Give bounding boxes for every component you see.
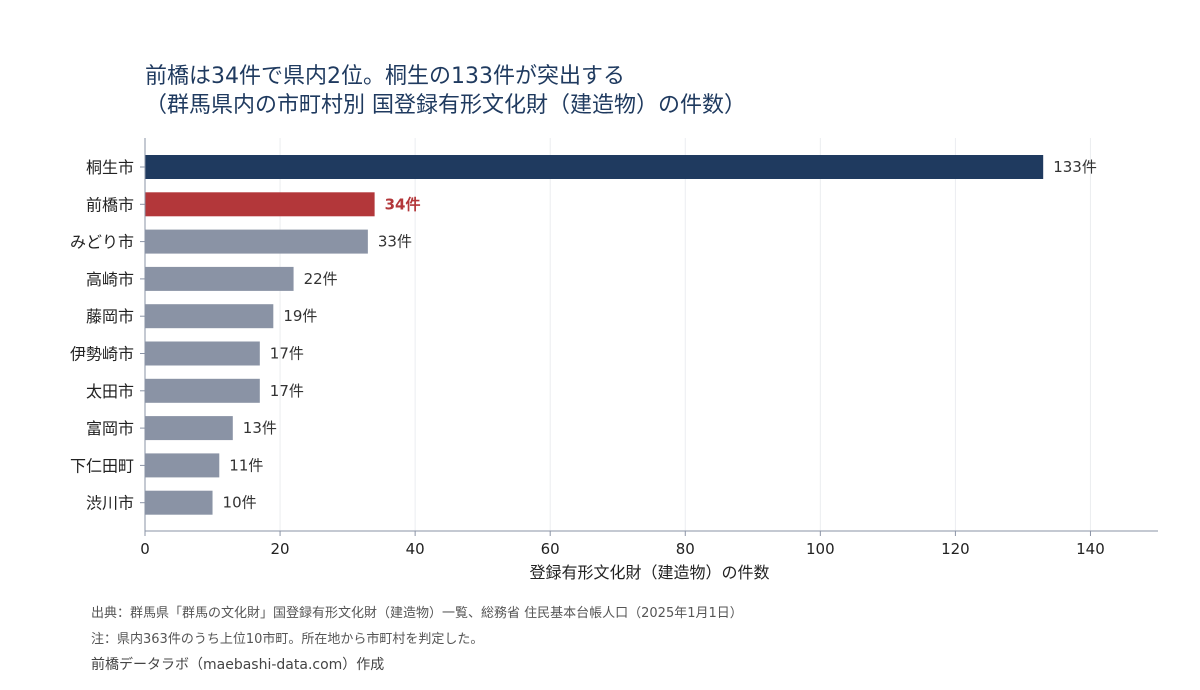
bar (145, 229, 368, 254)
value-label: 34件 (385, 195, 421, 213)
x-tick-label: 140 (1076, 540, 1105, 558)
chart-title: 前橋は34件で県内2位。桐生の133件が突出する （群馬県内の市町村別 国登録有… (145, 62, 1145, 120)
value-label: 33件 (378, 233, 412, 251)
category-label: みどり市 (70, 233, 134, 252)
chart-title-line-1: 前橋は34件で県内2位。桐生の133件が突出する (145, 64, 625, 89)
x-tick-label: 120 (941, 540, 970, 558)
bar (145, 416, 233, 441)
bar (145, 155, 1044, 179)
value-label: 11件 (229, 456, 263, 474)
footnote: 注：県内363件のうち上位10市町。所在地から市町村を判定した。 (91, 632, 484, 647)
bar (145, 266, 294, 291)
x-tick-label: 100 (806, 540, 835, 558)
bar (145, 378, 260, 403)
category-label: 渋川市 (86, 494, 134, 513)
x-tick-label: 20 (271, 540, 290, 558)
category-label: 太田市 (86, 382, 134, 401)
category-label: 伊勢崎市 (70, 345, 134, 364)
bar (145, 490, 213, 515)
category-label: 桐生市 (86, 158, 134, 177)
bar (145, 304, 274, 329)
value-label: 22件 (304, 270, 338, 288)
axes (140, 138, 1158, 536)
chart-title-line-2: （群馬県内の市町村別 国登録有形文化財（建造物）の件数） (145, 93, 746, 118)
x-tick-label: 80 (676, 540, 695, 558)
x-axis-title: 登録有形文化財（建造物）の件数 (529, 563, 769, 582)
x-tick-label: 40 (406, 540, 425, 558)
value-label: 17件 (270, 382, 304, 400)
credit-note: 前橋データラボ（maebashi-data.com）作成 (91, 657, 385, 673)
category-label: 高崎市 (86, 270, 134, 289)
bar (145, 192, 375, 217)
bar (145, 453, 220, 478)
value-label: 19件 (283, 307, 317, 325)
category-label: 前橋市 (86, 195, 134, 214)
value-label: 13件 (243, 419, 277, 437)
value-label: 133件 (1053, 158, 1097, 176)
value-label: 10件 (223, 494, 257, 512)
x-tick-label: 60 (541, 540, 560, 558)
category-label: 藤岡市 (86, 307, 134, 326)
value-label: 17件 (270, 345, 304, 363)
bar (145, 341, 260, 366)
bars (145, 155, 1044, 515)
category-label: 富岡市 (86, 419, 134, 438)
source-note: 出典：群馬県「群馬の文化財」国登録有形文化財（建造物）一覧、総務省 住民基本台帳… (91, 606, 743, 621)
category-label: 下仁田町 (70, 456, 134, 475)
x-tick-label: 0 (140, 540, 150, 558)
